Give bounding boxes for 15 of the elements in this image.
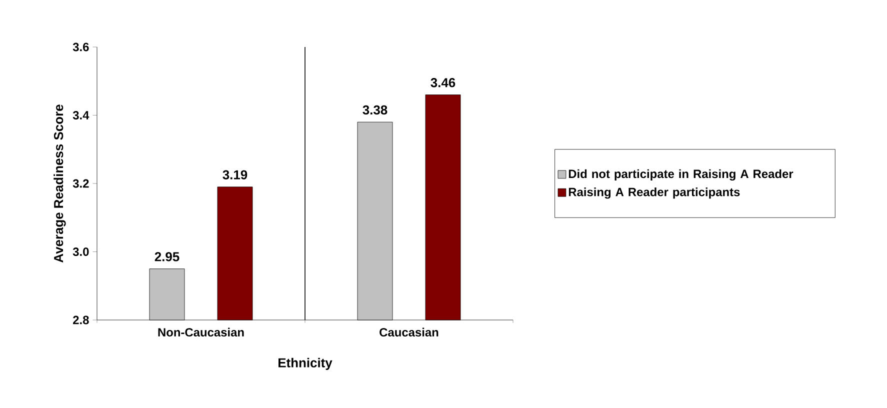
data-label: 3.46 — [430, 78, 456, 88]
data-label: 3.38 — [362, 105, 388, 115]
data-label: 2.95 — [154, 252, 180, 262]
legend-label: Did not participate in Raising A Reader — [568, 169, 794, 181]
y-axis-title: Average Readiness Score — [54, 104, 66, 262]
y-tick-label: 3.2 — [72, 179, 89, 188]
legend-label: Raising A Reader participants — [568, 187, 740, 199]
x-tick-label: Caucasian — [380, 328, 438, 337]
y-tick-label: 3.4 — [72, 111, 90, 120]
x-axis-title: Ethnicity — [278, 358, 332, 370]
x-tick-label: Non-Caucasian — [158, 328, 244, 337]
y-tick-label: 2.8 — [73, 316, 89, 324]
y-tick-label: 3.6 — [72, 42, 89, 52]
y-tick-label: 3.0 — [72, 248, 89, 256]
data-label: 3.19 — [222, 170, 248, 180]
